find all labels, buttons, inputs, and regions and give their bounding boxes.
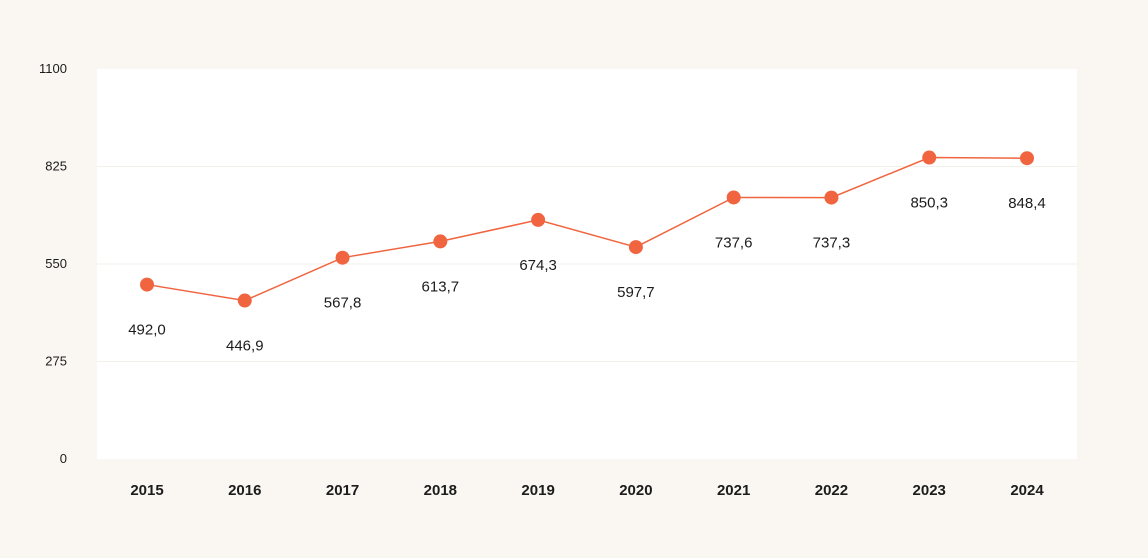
data-labels: 492,0 446,9 567,8 613,7 674,3 597,7 737,6 737,3… bbox=[128, 195, 1046, 355]
data-point bbox=[140, 277, 154, 292]
data-point bbox=[824, 190, 839, 205]
y-tick-label: 275 bbox=[45, 354, 67, 369]
data-points bbox=[140, 150, 1034, 308]
x-tick-label: 2022 bbox=[815, 482, 848, 499]
y-tick-label: 825 bbox=[45, 159, 67, 174]
x-tick-label: 2015 bbox=[130, 482, 163, 499]
data-label: 613,7 bbox=[422, 278, 460, 295]
data-label: 737,3 bbox=[813, 235, 851, 252]
y-tick-label: 1100 bbox=[39, 61, 67, 76]
x-tick-label: 2020 bbox=[619, 482, 652, 499]
data-label: 446,9 bbox=[226, 338, 264, 355]
data-point bbox=[628, 240, 643, 255]
data-point bbox=[433, 234, 448, 249]
x-tick-label: 2023 bbox=[913, 482, 946, 499]
x-tick-label: 2017 bbox=[326, 482, 359, 499]
data-point bbox=[237, 293, 252, 308]
x-axis-ticks: 2015 2016 2017 2018 2019 2020 2021 2022 2023 2024 bbox=[130, 482, 1044, 499]
data-point bbox=[726, 190, 741, 205]
x-tick-label: 2018 bbox=[424, 482, 457, 499]
x-tick-label: 2024 bbox=[1010, 482, 1044, 499]
data-point bbox=[531, 212, 546, 227]
data-label: 848,4 bbox=[1008, 195, 1046, 212]
data-label: 597,7 bbox=[617, 284, 655, 301]
data-label: 492,0 bbox=[128, 322, 166, 339]
y-tick-label: 550 bbox=[45, 256, 67, 271]
data-point bbox=[922, 150, 937, 165]
y-axis-ticks: 0 275 550 825 1100 bbox=[39, 61, 67, 466]
x-tick-label: 2016 bbox=[228, 482, 261, 499]
x-tick-label: 2021 bbox=[717, 482, 750, 499]
x-tick-label: 2019 bbox=[521, 482, 554, 499]
data-point bbox=[335, 250, 350, 265]
data-label: 674,3 bbox=[519, 257, 557, 274]
data-label: 737,6 bbox=[715, 234, 753, 251]
data-label: 567,8 bbox=[324, 295, 362, 312]
gridlines bbox=[97, 166, 1077, 362]
series-line bbox=[146, 156, 1028, 302]
data-point bbox=[1020, 151, 1034, 166]
y-tick-label: 0 bbox=[60, 451, 67, 466]
data-label: 850,3 bbox=[910, 195, 948, 212]
